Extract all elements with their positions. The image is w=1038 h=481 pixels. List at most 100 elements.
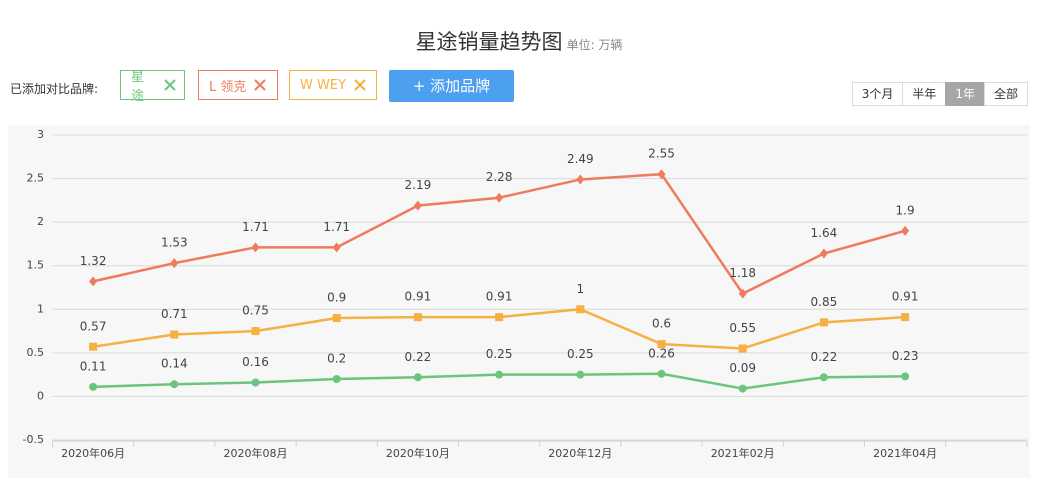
data-label: 2.55 [648,147,675,161]
point [657,369,666,378]
point [89,276,98,287]
add-brand-button[interactable]: + 添加品牌 [389,70,514,102]
data-label: 0.25 [567,347,594,361]
data-label: 0.75 [242,304,269,318]
y-tick-label: 1 [37,302,44,315]
point [332,375,341,383]
range-button[interactable]: 全部 [983,82,1028,106]
data-label: 0.91 [892,290,919,304]
range-button[interactable]: 半年 [902,82,947,106]
point [170,330,179,339]
data-label: 0.71 [161,307,188,321]
point [495,313,504,322]
range-selector: 3个月 半年 1年 全部 [851,82,1028,106]
data-label: 1.64 [811,226,838,240]
point [576,305,585,314]
point [495,370,504,379]
data-label: 0.91 [405,290,432,304]
chart-background [8,125,1030,478]
data-label: 0.55 [729,321,756,335]
x-tick-label: 2020年10月 [386,446,450,460]
point [576,174,585,185]
data-label: 0.6 [652,317,671,331]
data-label: 0.91 [486,290,513,304]
point [413,200,422,211]
data-label: 0.16 [242,355,269,369]
point [251,242,260,253]
data-label: 1 [576,282,584,296]
remove-icon [254,79,267,91]
data-label: 0.85 [811,295,838,309]
point [738,344,747,353]
x-tick-label: 2021年04月 [873,446,937,460]
point [819,318,828,327]
data-label: 0.22 [405,350,432,364]
brand-tag[interactable]: 星途 [120,70,185,104]
remove-cross [354,79,366,91]
point [332,242,341,253]
point [901,372,910,381]
y-tick-label: 3 [37,128,44,141]
x-tick-label: 2020年12月 [548,446,612,460]
brand-name: L 领克 [209,79,247,95]
point [819,373,828,382]
brand-tag[interactable]: L 领克 [198,70,278,100]
point [738,384,747,393]
x-tick-label: 2020年06月 [61,446,125,460]
unit: 单位: 万辆 [566,38,623,52]
point [657,169,666,180]
x-tick-label: 2021年02月 [711,446,775,460]
data-label: 1.9 [896,203,915,217]
y-tick-label: 0.5 [27,346,45,359]
data-label: 0.09 [729,361,756,375]
remove-icon [354,79,366,91]
y-tick-label: 2 [37,215,44,228]
data-label: 1.53 [161,236,188,250]
y-tick-label: 2.5 [27,172,45,185]
data-label: 0.57 [80,319,107,333]
data-label: 1.71 [323,220,350,234]
point [901,313,910,322]
data-label: 0.2 [327,352,346,366]
point [819,248,828,259]
brand-name: W WEY [300,77,346,93]
data-label: 0.14 [161,357,188,371]
title-text: 星途销量趋势图 [415,30,563,54]
point [495,192,504,203]
data-label: 2.19 [405,178,432,192]
data-label: 1.32 [80,254,107,268]
data-label: 1.18 [729,266,756,280]
point [170,258,179,269]
point [413,373,422,382]
data-label: 0.11 [80,359,107,373]
brand-name: 星途 [131,70,145,104]
point [657,340,666,349]
y-tick-label: 1.5 [27,259,45,272]
range-button[interactable]: 3个月 [851,82,904,106]
data-label: 2.49 [567,152,594,166]
point [170,380,179,389]
point [738,288,747,299]
data-label: 1.71 [242,220,269,234]
remove-cross [254,79,267,91]
remove-icon [164,79,176,91]
data-label: 0.23 [892,349,919,363]
point [413,313,422,322]
point [251,378,260,387]
data-label: 0.9 [327,291,346,305]
data-label: 2.28 [486,170,513,184]
point [332,314,341,322]
data-label: 0.26 [648,346,675,360]
point [576,370,585,379]
point [89,382,98,391]
y-tick-label: 0 [37,389,44,402]
point [251,327,260,336]
data-label: 0.22 [811,350,838,364]
brands-label: 已添加对比品牌: [10,82,99,96]
point [901,225,910,236]
y-tick-label: -0.5 [23,433,44,446]
brand-tag[interactable]: W WEY [289,70,377,100]
point [89,342,98,351]
